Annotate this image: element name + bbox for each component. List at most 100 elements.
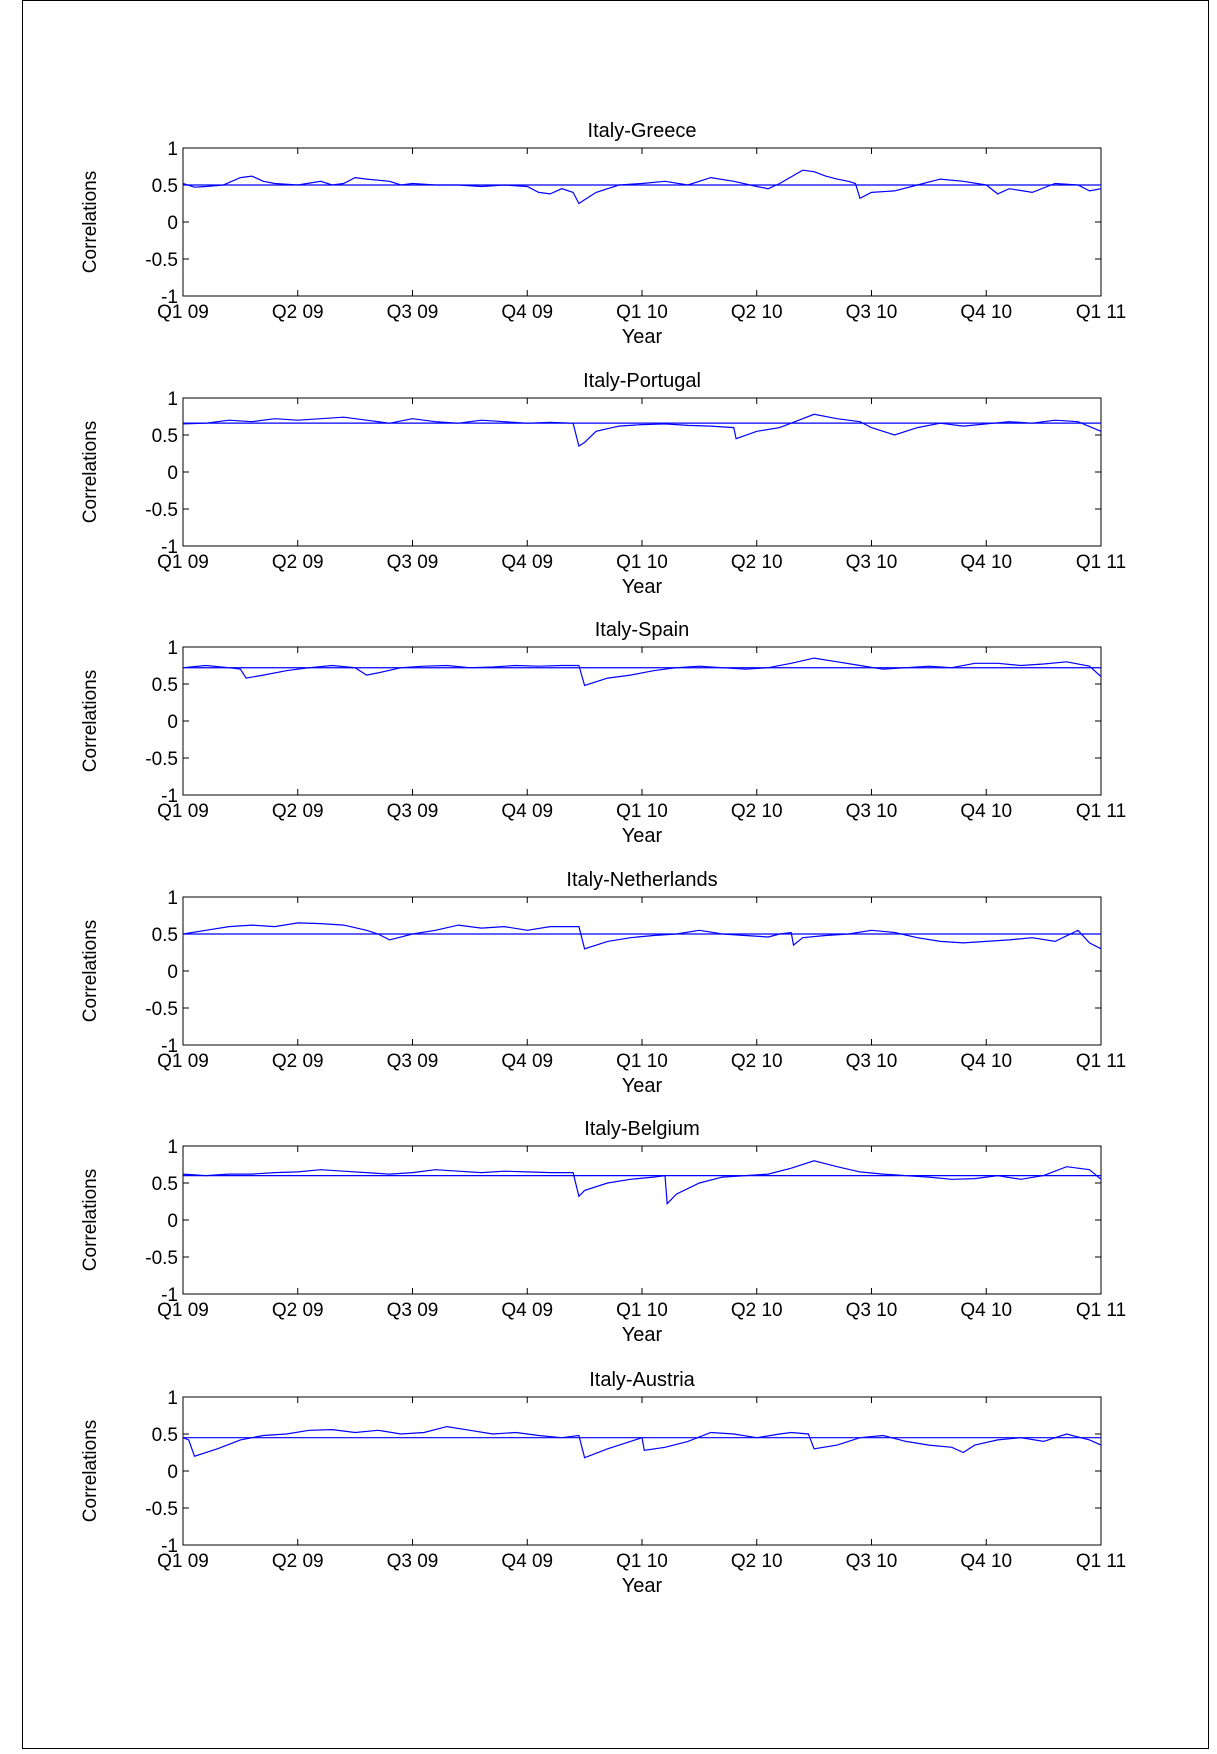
axes-box	[182, 1396, 1102, 1546]
y-tick-label: 1	[167, 139, 178, 160]
data-point	[710, 177, 711, 178]
data-point	[205, 930, 206, 931]
data-point	[550, 1172, 551, 1173]
axes-box	[182, 1145, 1102, 1295]
data-point	[274, 183, 275, 184]
data-point	[389, 1174, 390, 1175]
x-axis-label: Year	[622, 576, 663, 598]
data-point	[205, 665, 206, 666]
data-point	[1100, 188, 1101, 189]
data-point	[894, 190, 895, 191]
data-point	[630, 1179, 631, 1180]
data-point	[905, 1175, 906, 1176]
x-axis-label: Year	[622, 1075, 663, 1097]
data-point	[986, 184, 987, 185]
data-point	[481, 186, 482, 187]
data-point	[355, 177, 356, 178]
data-point	[400, 667, 401, 668]
x-tick-label: Q3 10	[846, 1551, 898, 1572]
y-tick-label: 0.5	[152, 675, 178, 696]
panel-3: Italy-Spain 1 0.5 0 -0.5 -1Q1 09 Q2 09 Q3 09 Q4 …	[80, 619, 1126, 847]
data-point	[1066, 1433, 1067, 1434]
data-point	[859, 1437, 860, 1438]
data-point	[733, 427, 734, 428]
data-point	[1055, 183, 1056, 184]
data-point	[246, 677, 247, 678]
data-point	[882, 669, 883, 670]
data-point	[768, 667, 769, 668]
x-tick-label: Q4 10	[960, 302, 1012, 323]
x-tick-label: Q1 11	[1076, 1300, 1126, 1321]
panel-1: Italy-Greece 1 0.5 0 -0.5 -1Q1 09 Q2 09 Q3 09 Q4…	[80, 120, 1126, 348]
data-point	[808, 1433, 809, 1434]
x-tick-label: Q1 09	[157, 1051, 209, 1072]
data-point	[814, 171, 815, 172]
x-tick-label: Q1 09	[157, 302, 209, 323]
data-point	[940, 941, 941, 942]
data-point	[182, 1174, 183, 1175]
data-point	[423, 1432, 424, 1433]
data-point	[791, 932, 792, 933]
y-tick-label: -0.5	[145, 1248, 178, 1269]
data-point	[469, 667, 470, 668]
x-tick-label: Q3 10	[846, 302, 898, 323]
data-point	[607, 1182, 608, 1183]
data-point	[882, 1435, 883, 1436]
data-point	[527, 930, 528, 931]
axes-box	[182, 397, 1102, 547]
x-tick-label: Q4 09	[501, 552, 553, 573]
data-point	[859, 665, 860, 666]
data-point	[836, 661, 837, 662]
data-point	[286, 1433, 287, 1434]
data-point	[182, 183, 183, 184]
data-point	[997, 663, 998, 664]
data-point	[745, 1175, 746, 1176]
x-tick-label: Q4 09	[501, 1300, 553, 1321]
x-tick-label: Q1 11	[1076, 801, 1126, 822]
data-point	[263, 1435, 264, 1436]
y-axis-label: Correlations	[80, 920, 101, 1022]
data-point	[768, 188, 769, 189]
data-point	[963, 426, 964, 427]
data-point	[458, 423, 459, 424]
data-point	[1009, 188, 1010, 189]
y-tick-label: 0	[167, 213, 178, 234]
data-point	[228, 1174, 229, 1175]
data-point	[412, 183, 413, 184]
data-point	[228, 420, 229, 421]
data-point	[1100, 1179, 1101, 1180]
x-tick-label: Q3 10	[846, 1051, 898, 1072]
data-point	[297, 1171, 298, 1172]
data-point	[1020, 665, 1021, 666]
chart-title: Italy-Austria	[589, 1369, 695, 1391]
data-point	[687, 184, 688, 185]
data-point	[527, 1171, 528, 1172]
data-point	[366, 675, 367, 676]
data-point	[699, 1182, 700, 1183]
data-point	[332, 665, 333, 666]
data-point	[320, 923, 321, 924]
data-point	[791, 663, 792, 664]
data-point	[722, 933, 723, 934]
x-axis-label: Year	[622, 825, 663, 847]
data-point	[940, 423, 941, 424]
data-point	[343, 417, 344, 418]
data-point	[412, 418, 413, 419]
correlation-series-line	[182, 1425, 1102, 1459]
x-tick-label: Q1 10	[616, 552, 668, 573]
data-point	[641, 424, 642, 425]
x-axis-label: Year	[622, 1324, 663, 1346]
x-tick-label: Q2 10	[731, 302, 783, 323]
data-point	[882, 1174, 883, 1175]
data-point	[194, 187, 195, 188]
data-point	[928, 1445, 929, 1446]
data-point	[871, 930, 872, 931]
data-point	[917, 184, 918, 185]
data-point	[1020, 1179, 1021, 1180]
data-point	[274, 1172, 275, 1173]
data-point	[400, 184, 401, 185]
data-point	[699, 666, 700, 667]
x-tick-label: Q2 09	[272, 302, 324, 323]
data-point	[584, 442, 585, 443]
data-point	[986, 423, 987, 424]
